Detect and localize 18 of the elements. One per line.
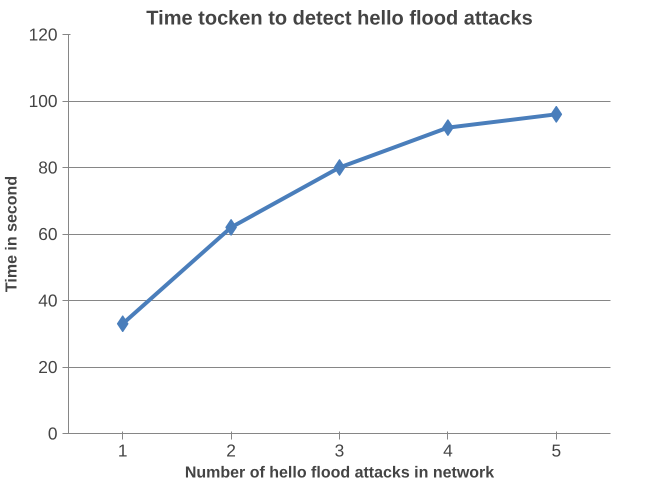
y-tick-label: 20 (38, 357, 58, 377)
point (550, 106, 562, 123)
x-tick-label: 2 (226, 440, 236, 460)
y-tick-label: 120 (28, 24, 58, 44)
x-tick-label: 1 (118, 440, 128, 460)
y-axis-title: Time in second (4, 176, 21, 292)
point (334, 159, 346, 176)
y-tick-label: 100 (28, 91, 58, 111)
x-axis-title: Number of hello flood attacks in network (184, 464, 494, 482)
point (116, 315, 129, 332)
x-tick-label: 4 (443, 440, 454, 460)
chart-title: Time tocken to detect hello flood attacks (146, 8, 533, 30)
x-tick-label: 5 (551, 440, 562, 460)
y-tick-label: 0 (48, 424, 58, 444)
x-tick-label: 3 (334, 440, 344, 460)
y-tick-label: 60 (38, 224, 58, 244)
y-tick-label: 80 (38, 158, 58, 178)
y-tick-label: 40 (38, 290, 58, 310)
